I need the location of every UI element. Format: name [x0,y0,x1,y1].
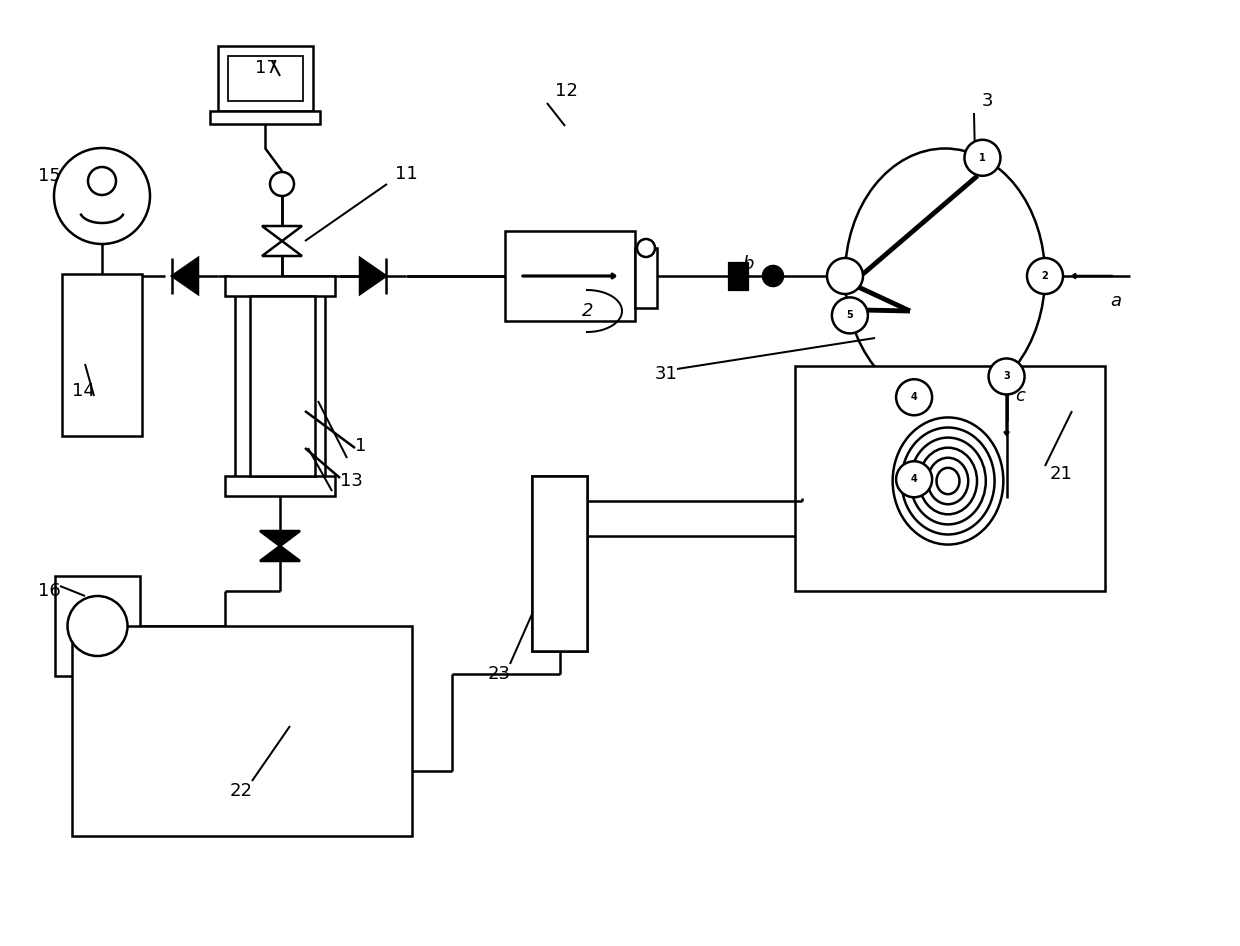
Polygon shape [360,258,386,294]
Circle shape [965,140,1001,176]
Ellipse shape [844,149,1045,404]
Text: 21: 21 [1050,465,1073,483]
Circle shape [897,379,932,415]
Bar [728,262,748,290]
Circle shape [763,266,782,286]
Bar [218,46,312,111]
Text: 1: 1 [980,153,986,163]
Bar [224,476,335,496]
Circle shape [988,359,1024,394]
Bar [62,274,143,436]
Circle shape [897,462,932,498]
Polygon shape [262,226,303,241]
Polygon shape [260,546,300,561]
Circle shape [1027,258,1063,294]
Text: 13: 13 [340,472,363,490]
Circle shape [827,258,863,294]
Bar [532,476,587,651]
Text: 14: 14 [72,382,95,400]
Text: c: c [1016,387,1025,405]
Circle shape [832,297,868,333]
Bar [250,296,315,476]
Bar [55,576,140,676]
Text: 23: 23 [489,665,511,683]
Text: 31: 31 [655,365,678,383]
Bar [505,231,635,321]
Text: b: b [742,255,754,273]
Text: 22: 22 [229,782,253,800]
Text: 1: 1 [355,437,366,455]
Bar [210,111,320,124]
Bar [72,626,412,836]
Circle shape [88,167,117,195]
Polygon shape [260,531,300,546]
Text: 17: 17 [255,59,278,77]
Circle shape [270,172,294,196]
Bar [532,476,587,651]
Text: 3: 3 [1003,372,1009,381]
Text: a: a [1110,292,1121,310]
Text: 2: 2 [1042,271,1048,281]
Bar [224,276,335,296]
Circle shape [55,148,150,244]
Text: 4: 4 [910,474,918,484]
Text: 15: 15 [38,167,61,185]
Text: 16: 16 [38,582,61,600]
Circle shape [67,596,128,656]
Bar [228,56,303,101]
Polygon shape [172,258,198,294]
Text: 5: 5 [847,310,853,321]
Text: 3: 3 [982,92,993,110]
Circle shape [637,239,655,257]
Text: 12: 12 [556,82,578,100]
Polygon shape [262,241,303,256]
Text: 4: 4 [910,393,918,402]
Text: 2: 2 [582,302,594,320]
Bar [795,366,1105,591]
Text: 11: 11 [396,165,418,183]
Bar [635,248,657,308]
